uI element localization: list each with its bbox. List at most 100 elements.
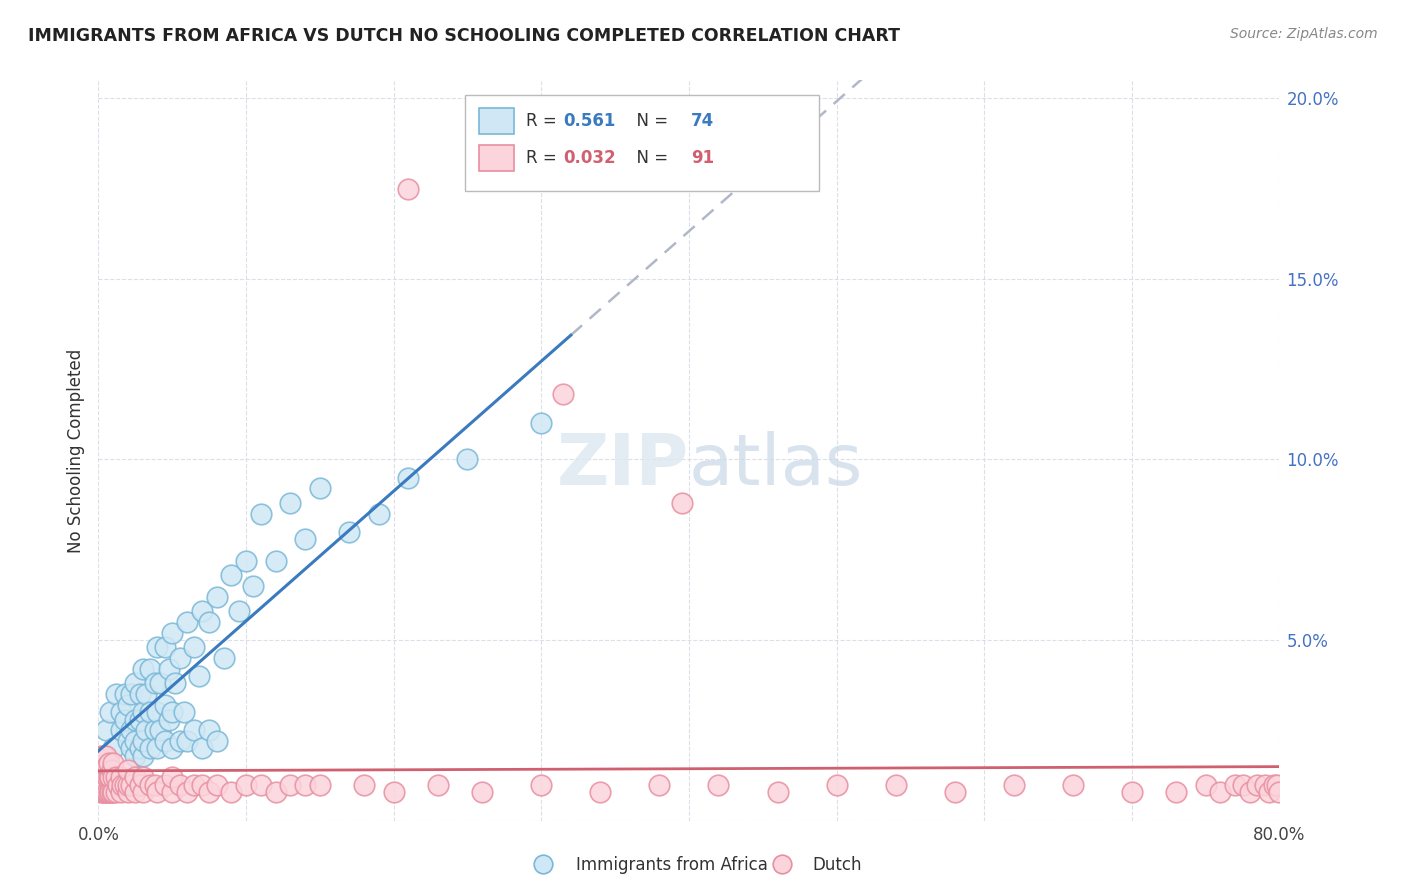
- Point: [132, 662, 155, 676]
- Point: [825, 778, 848, 792]
- Point: [139, 778, 162, 792]
- Point: [111, 778, 134, 792]
- Point: [90, 770, 112, 784]
- Text: Dutch: Dutch: [813, 856, 862, 874]
- Point: [89, 759, 111, 773]
- Point: [427, 778, 450, 792]
- Point: [205, 778, 228, 792]
- Point: [103, 741, 125, 756]
- Point: [96, 770, 118, 784]
- Point: [97, 770, 120, 784]
- Point: [471, 785, 494, 799]
- Point: [103, 756, 125, 770]
- Point: [205, 590, 228, 604]
- Point: [589, 785, 612, 799]
- Point: [183, 723, 205, 738]
- Point: [398, 470, 420, 484]
- Text: Source: ZipAtlas.com: Source: ZipAtlas.com: [1230, 27, 1378, 41]
- Point: [353, 778, 375, 792]
- Point: [120, 778, 142, 792]
- FancyBboxPatch shape: [478, 108, 515, 135]
- Point: [457, 452, 479, 467]
- Point: [124, 713, 146, 727]
- Point: [264, 553, 287, 567]
- Point: [339, 524, 361, 539]
- Point: [1195, 778, 1218, 792]
- Point: [235, 553, 257, 567]
- Point: [221, 785, 243, 799]
- Point: [132, 770, 155, 784]
- Point: [91, 770, 114, 784]
- Point: [128, 741, 150, 756]
- Point: [648, 778, 671, 792]
- Point: [117, 763, 139, 777]
- Text: IMMIGRANTS FROM AFRICA VS DUTCH NO SCHOOLING COMPLETED CORRELATION CHART: IMMIGRANTS FROM AFRICA VS DUTCH NO SCHOO…: [28, 27, 900, 45]
- Point: [770, 857, 793, 871]
- Point: [309, 778, 332, 792]
- Text: 74: 74: [692, 112, 714, 130]
- Point: [139, 662, 162, 676]
- Point: [93, 748, 115, 763]
- Point: [221, 568, 243, 582]
- Point: [264, 785, 287, 799]
- Point: [162, 770, 183, 784]
- Point: [250, 778, 273, 792]
- Point: [671, 496, 693, 510]
- Point: [132, 706, 155, 720]
- Point: [98, 770, 121, 784]
- Point: [98, 785, 121, 799]
- Point: [153, 640, 176, 655]
- Point: [146, 741, 169, 756]
- Point: [707, 778, 730, 792]
- Point: [153, 778, 176, 792]
- Point: [169, 778, 191, 792]
- Point: [114, 713, 136, 727]
- FancyBboxPatch shape: [478, 145, 515, 171]
- Point: [120, 687, 142, 701]
- Point: [250, 507, 273, 521]
- Point: [165, 676, 187, 690]
- Point: [1258, 785, 1281, 799]
- Point: [124, 676, 146, 690]
- Point: [162, 785, 183, 799]
- Point: [93, 785, 115, 799]
- Point: [198, 785, 221, 799]
- Point: [110, 723, 132, 738]
- Point: [90, 748, 112, 763]
- Point: [117, 698, 139, 712]
- Point: [198, 615, 221, 629]
- Point: [124, 734, 146, 748]
- Point: [242, 579, 264, 593]
- Point: [94, 748, 117, 763]
- Point: [280, 778, 302, 792]
- Point: [162, 625, 183, 640]
- Point: [139, 741, 162, 756]
- Point: [153, 734, 176, 748]
- Point: [120, 741, 142, 756]
- Point: [132, 785, 155, 799]
- Point: [530, 417, 553, 431]
- Point: [173, 706, 195, 720]
- Point: [94, 766, 117, 780]
- Point: [117, 734, 139, 748]
- Point: [105, 770, 128, 784]
- Point: [143, 778, 166, 792]
- Point: [117, 778, 139, 792]
- Point: [228, 604, 250, 618]
- Point: [766, 785, 789, 799]
- Point: [943, 785, 966, 799]
- Point: [1239, 785, 1261, 799]
- Point: [1265, 778, 1288, 792]
- Point: [176, 734, 198, 748]
- Point: [97, 756, 120, 770]
- Point: [132, 734, 155, 748]
- Point: [153, 698, 176, 712]
- Point: [110, 785, 132, 799]
- Point: [176, 615, 198, 629]
- Point: [96, 785, 118, 799]
- Point: [176, 785, 198, 799]
- Point: [143, 723, 166, 738]
- Y-axis label: No Schooling Completed: No Schooling Completed: [67, 349, 86, 552]
- Point: [149, 676, 172, 690]
- Point: [91, 785, 114, 799]
